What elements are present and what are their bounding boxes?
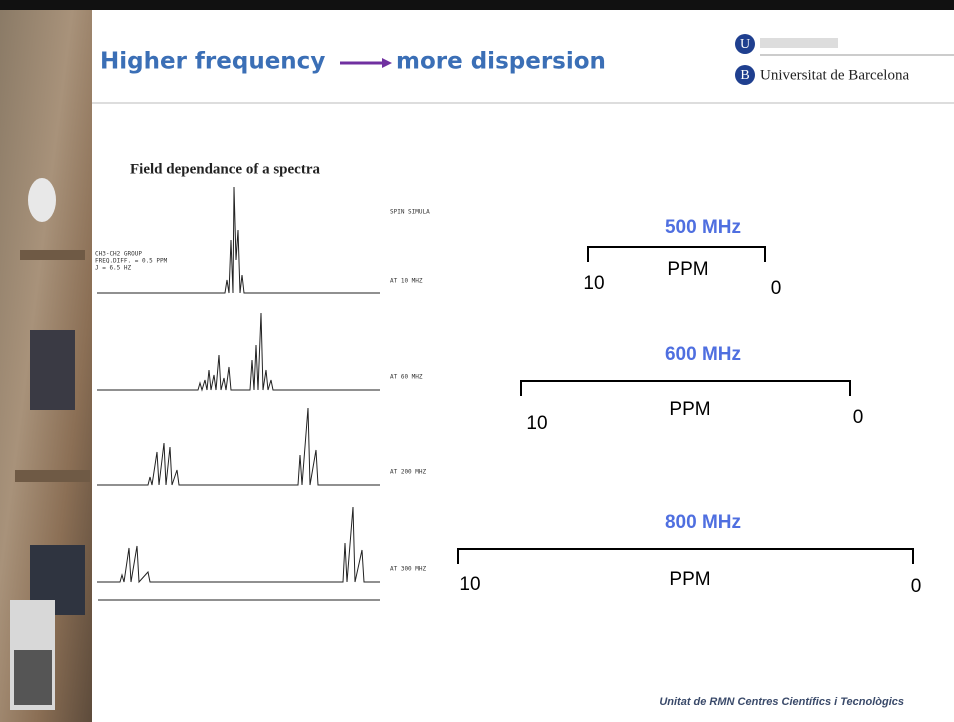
logo-u: U (740, 37, 750, 52)
title-arrowhead (382, 58, 392, 68)
logo: U B Universitat de Barcelona (735, 34, 954, 85)
figure-note: CH3-CH2 GROUP (95, 251, 142, 258)
scale-left: 10 (526, 413, 547, 434)
scale-right: 0 (771, 278, 782, 299)
scale-label: 800 MHz (665, 512, 741, 533)
scale-left: 10 (459, 574, 480, 595)
scale-label: 600 MHz (665, 344, 741, 365)
trace-label: AT 10 MHZ (390, 278, 423, 285)
logo-name: Universitat de Barcelona (760, 67, 909, 83)
title-left: Higher frequency (100, 49, 325, 75)
footer: Unitat de RMN Centres Científics i Tecno… (659, 696, 904, 708)
building-photo (0, 0, 92, 722)
logo-b: B (740, 68, 749, 83)
spectra-figure: Field dependance of a spectra SPIN SIMUL… (94, 152, 446, 617)
scale-label: 500 MHz (665, 217, 741, 238)
scale-right: 0 (853, 407, 864, 428)
figure-note: J = 6.5 HZ (95, 265, 132, 272)
trace-label: AT 300 MHZ (390, 566, 427, 573)
scale-unit: PPM (669, 399, 710, 420)
scale-right: 0 (911, 576, 922, 597)
figure-title: Field dependance of a spectra (130, 161, 320, 177)
top-border (92, 0, 954, 10)
scale-brackets (457, 246, 914, 564)
scale-unit: PPM (667, 259, 708, 280)
trace-label: AT 60 MHZ (390, 374, 423, 381)
figure-program: SPIN SIMULA (390, 209, 430, 216)
figure-note: FREQ.DIFF. = 0.5 PPM (95, 258, 168, 265)
scale-unit: PPM (669, 569, 710, 590)
scale-left: 10 (583, 273, 604, 294)
title-right: more dispersion (396, 49, 606, 75)
trace-label: AT 200 MHZ (390, 469, 427, 476)
